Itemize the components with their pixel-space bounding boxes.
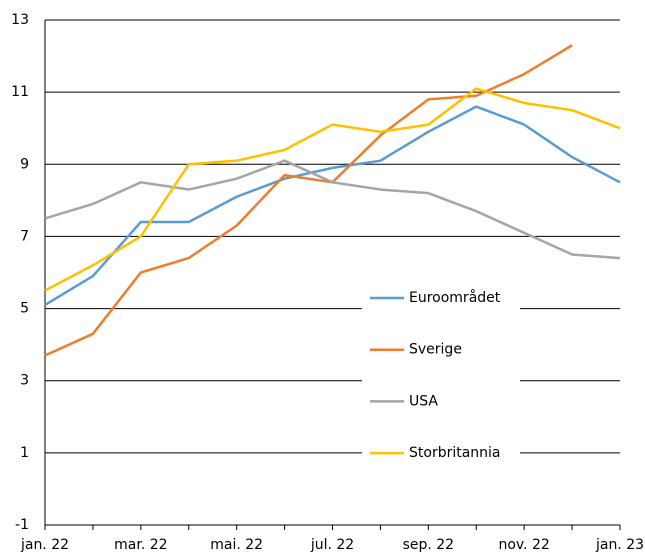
x-tick-label: jan. 23	[595, 537, 644, 553]
y-tick-label: 11	[11, 84, 29, 100]
x-tick-label: nov. 22	[498, 537, 549, 553]
legend-box	[362, 283, 520, 465]
legend-label: Euroområdet	[409, 289, 501, 306]
y-tick-label: 1	[20, 445, 29, 461]
y-tick-label: 7	[20, 228, 29, 244]
y-tick-label: 13	[11, 12, 29, 28]
legend-label: USA	[409, 393, 438, 409]
y-tick-label: 5	[20, 301, 29, 317]
y-tick-label: 3	[20, 373, 29, 389]
y-tick-label: 9	[20, 156, 29, 172]
x-tick-label: jan. 22	[20, 537, 69, 553]
y-tick-label: -1	[15, 517, 29, 533]
series-line	[44, 105, 621, 307]
series-line	[44, 159, 621, 260]
series-line	[44, 87, 621, 292]
x-tick-label: sep. 22	[403, 537, 455, 553]
legend-label: Storbritannia	[409, 445, 501, 461]
legend-label: Sverige	[409, 342, 462, 358]
x-tick-label: jul. 22	[310, 537, 354, 553]
x-tick-label: mar. 22	[114, 537, 167, 553]
x-tick-label: mai. 22	[210, 537, 263, 553]
